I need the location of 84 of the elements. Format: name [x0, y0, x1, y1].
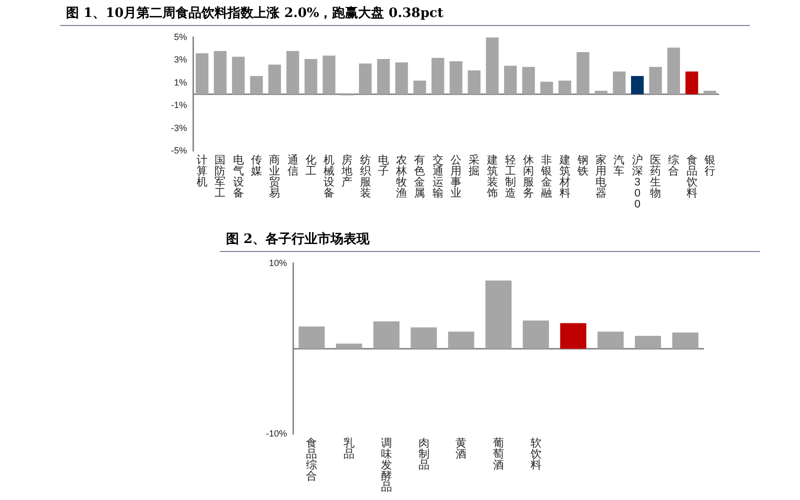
x-tick-label: 房地产	[340, 154, 353, 189]
bar	[413, 80, 426, 94]
chart-title: 图 1、10月第二周食品饮料指数上涨 2.0%，跑赢大盘 0.38pct	[60, 2, 750, 26]
bar	[631, 76, 644, 94]
x-tick-label: 汽车	[614, 154, 625, 178]
bar	[649, 66, 662, 94]
bar	[410, 327, 437, 349]
x-tick-label: 建筑装饰	[486, 154, 498, 200]
x-tick-label: 综合	[668, 154, 680, 178]
bar	[522, 66, 535, 94]
x-tick-label: 非银金融	[540, 154, 552, 200]
bar	[358, 64, 372, 94]
bar	[448, 332, 474, 349]
x-tick-label: 纺织服装	[360, 154, 371, 200]
bar	[336, 344, 362, 349]
bar	[250, 76, 263, 94]
x-tick-label: 钢铁	[576, 154, 588, 178]
x-tick-label: 调味发酵品	[380, 438, 392, 494]
bar	[298, 326, 325, 349]
bar	[286, 51, 300, 94]
y-tick-label: 10%	[268, 258, 288, 268]
bar	[377, 58, 390, 94]
y-tick-label: 3%	[174, 54, 188, 65]
bar	[558, 80, 572, 94]
x-tick-label: 有色金属	[414, 154, 426, 200]
y-tick-label: -1%	[170, 100, 188, 110]
bar	[214, 51, 227, 94]
x-tick-label: 医药生物	[650, 154, 662, 200]
x-tick-label: 食品综合	[306, 438, 318, 483]
bar	[432, 58, 444, 94]
y-tick-label: 1%	[174, 77, 188, 88]
bar	[685, 71, 698, 94]
bar	[672, 332, 698, 349]
x-tick-label: 农林牧渔	[395, 154, 408, 200]
x-tick-label: 计算机	[196, 154, 208, 189]
x-tick-label: 电子	[378, 154, 389, 178]
bar	[468, 70, 480, 94]
y-tick-label: 5%	[174, 32, 188, 42]
y-tick-label: -10%	[266, 428, 288, 438]
x-tick-label: 银行	[703, 154, 716, 178]
bar	[232, 56, 245, 94]
x-tick-label: 葡萄酒	[493, 436, 504, 472]
bar	[612, 71, 626, 94]
bar	[395, 62, 408, 94]
x-tick-label: 化工	[305, 154, 316, 178]
bar	[576, 52, 590, 94]
bar	[486, 37, 499, 94]
x-tick-label: 通信	[287, 154, 298, 178]
bar	[667, 48, 680, 94]
chart-title: 图 2、各子行业市场表现	[220, 228, 760, 252]
bar	[704, 90, 716, 94]
x-tick-label: 电气设备	[232, 154, 244, 200]
x-tick-label: 建筑材料	[558, 154, 570, 200]
bar	[504, 66, 517, 94]
bar	[540, 82, 554, 94]
x-tick-label: 肉制品	[418, 438, 430, 472]
x-tick-label: 黄酒	[456, 436, 467, 461]
bar	[598, 332, 624, 349]
x-tick-label: 国防军工	[214, 154, 226, 200]
bar	[522, 320, 549, 349]
bar	[560, 323, 586, 349]
x-tick-label: 传媒	[250, 154, 262, 178]
bar	[485, 280, 512, 349]
x-tick-label: 食品饮料	[685, 154, 698, 200]
bar	[196, 53, 208, 94]
y-tick-label: -3%	[170, 122, 188, 133]
x-tick-label: 公用事业	[450, 154, 462, 200]
bar	[322, 56, 336, 94]
x-tick-label: 机械设备	[324, 154, 335, 200]
x-tick-label: 休闲服务	[523, 154, 534, 200]
bar	[450, 61, 462, 94]
x-tick-label: 采掘	[468, 154, 480, 178]
y-tick-label: -5%	[170, 145, 188, 156]
x-tick-label: 沪深300	[632, 154, 643, 211]
bar	[304, 58, 318, 94]
x-tick-label: 家用电器	[596, 154, 607, 200]
x-tick-label: 乳品	[344, 436, 355, 461]
bar	[373, 321, 400, 349]
bar	[634, 336, 662, 349]
x-tick-label: 轻工制造	[504, 154, 516, 200]
x-tick-label: 商业贸易	[269, 154, 280, 200]
x-tick-label: 交通运输	[432, 154, 444, 200]
x-tick-label: 软饮料	[529, 438, 542, 472]
bar	[268, 64, 281, 94]
